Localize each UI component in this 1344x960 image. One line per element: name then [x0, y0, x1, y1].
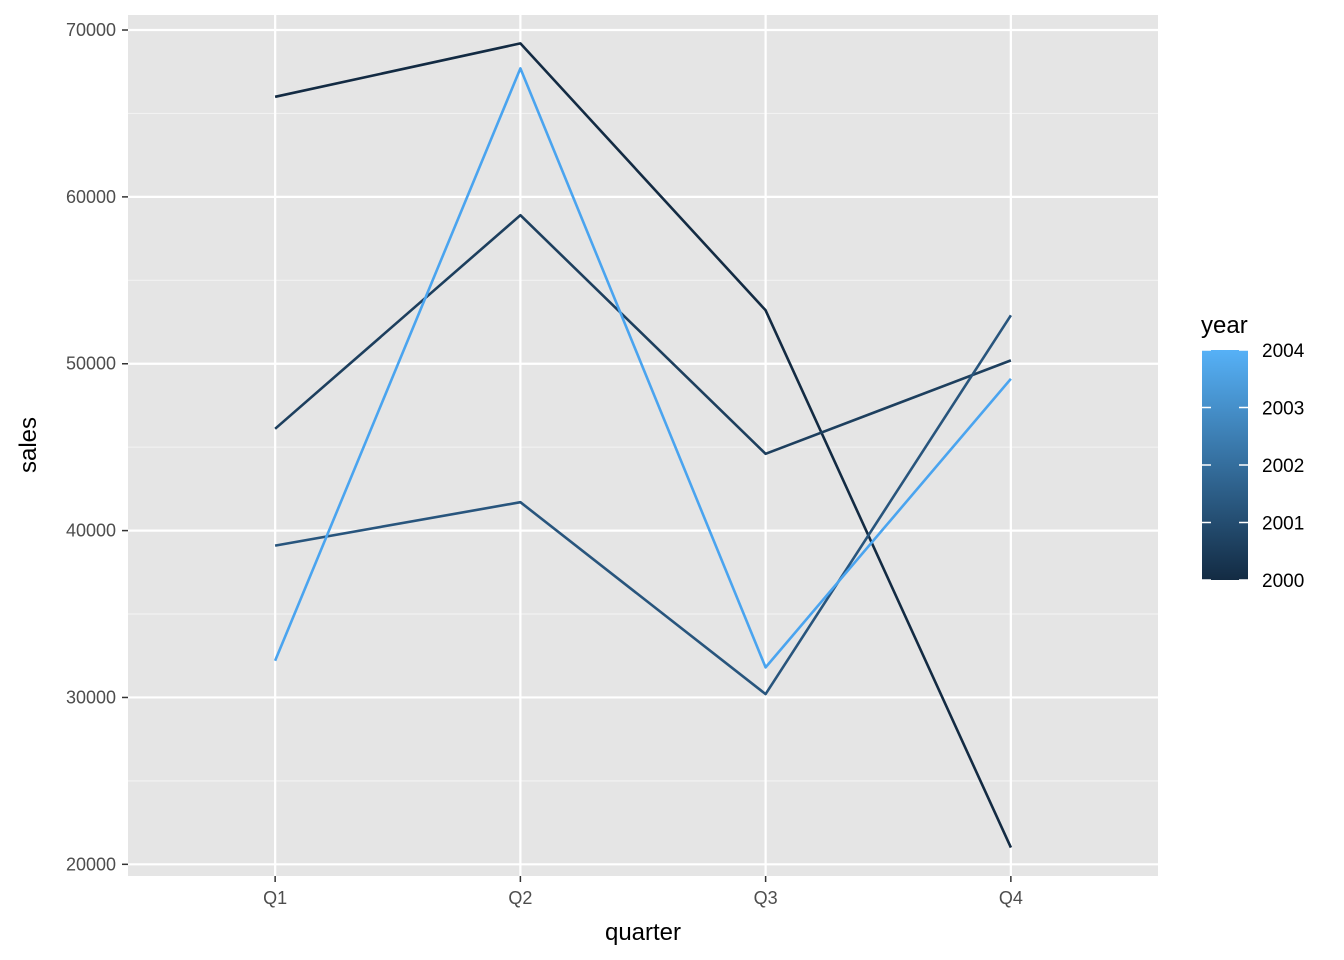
- minor-gridlines: [128, 112, 1158, 782]
- x-tick-label: Q2: [508, 888, 532, 908]
- legend-label: 2004: [1262, 341, 1305, 362]
- y-axis-title: sales: [15, 417, 42, 473]
- y-tick-label: 50000: [66, 354, 116, 374]
- x-tick-label: Q3: [754, 888, 778, 908]
- legend-label: 2001: [1262, 514, 1304, 535]
- y-tick-label: 40000: [66, 521, 116, 541]
- legend: year 2000 2001 2002 2003 2004: [1201, 312, 1305, 592]
- y-tick-label: 70000: [66, 20, 116, 40]
- series-line-2000: [274, 42, 1013, 849]
- series-lines: [273, 42, 1013, 849]
- legend-label: 2003: [1262, 399, 1304, 420]
- y-axis: 20000 30000 40000 50000 60000 70000: [66, 20, 128, 874]
- x-tick-label: Q4: [999, 888, 1023, 908]
- y-tick-label: 30000: [66, 687, 116, 707]
- legend-title: year: [1201, 312, 1248, 339]
- series-line-2001: [274, 213, 1012, 456]
- legend-label: 2002: [1262, 456, 1304, 477]
- series-line-2002: [274, 314, 1012, 696]
- legend-ticks: 2000 2001 2002 2003 2004: [1202, 341, 1305, 592]
- x-tick-label: Q1: [263, 888, 287, 908]
- y-tick-label: 20000: [66, 854, 116, 874]
- y-tick-label: 60000: [66, 187, 116, 207]
- plot-panel: [128, 15, 1158, 876]
- legend-label: 2000: [1262, 571, 1304, 592]
- x-axis: Q1 Q2 Q3 Q4: [263, 876, 1023, 908]
- x-axis-title: quarter: [605, 919, 681, 946]
- major-gridlines: [128, 15, 1158, 876]
- series-line-2004: [273, 67, 1012, 669]
